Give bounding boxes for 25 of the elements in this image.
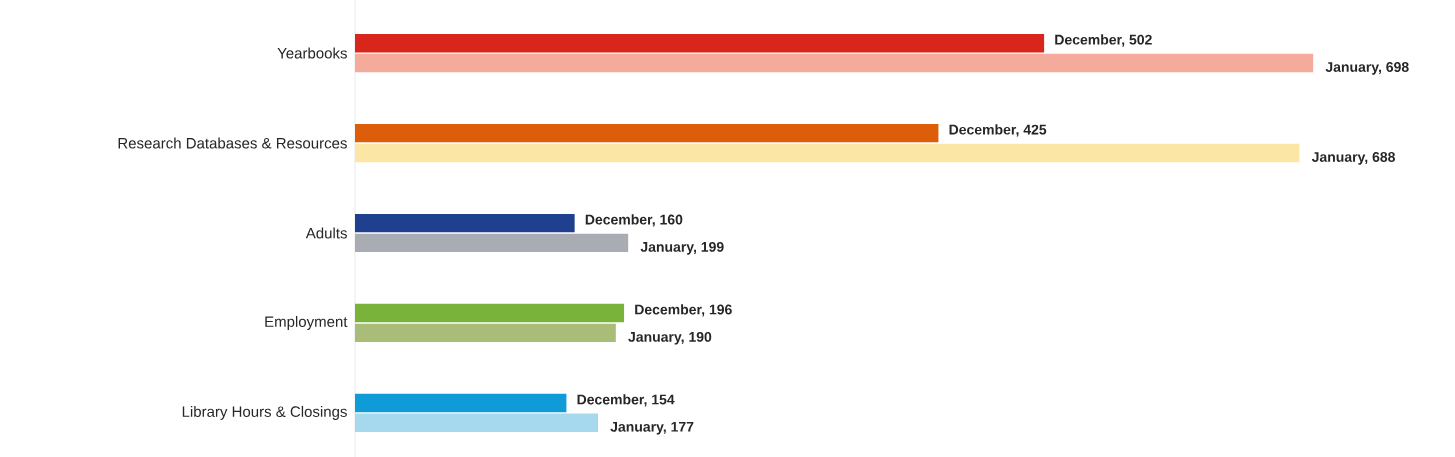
data-label: January, 199 xyxy=(640,241,724,255)
data-label: January, 698 xyxy=(1325,62,1409,75)
y-tick-label: Library Hours & Closings xyxy=(182,405,347,420)
y-tick-label: Employment xyxy=(265,315,348,330)
data-label: December, 154 xyxy=(577,394,675,407)
data-label: January, 688 xyxy=(1311,151,1395,165)
y-tick-label: Yearbooks xyxy=(277,47,347,59)
data-label: December, 160 xyxy=(585,214,683,227)
data-label: January, 190 xyxy=(628,331,712,345)
bar xyxy=(355,123,939,143)
bar xyxy=(355,393,567,413)
bar xyxy=(355,413,598,433)
y-tick-label: Research Databases & Resources xyxy=(118,137,347,149)
bar xyxy=(355,303,625,323)
bar xyxy=(355,143,1300,163)
data-label: December, 196 xyxy=(635,304,732,317)
bar xyxy=(355,323,616,343)
bar xyxy=(355,233,629,253)
data-label: December, 502 xyxy=(1055,34,1152,47)
data-label: January, 177 xyxy=(610,421,694,435)
bar xyxy=(355,53,1314,73)
bar xyxy=(355,213,575,233)
y-tick-label: Adults xyxy=(305,227,347,239)
bar xyxy=(355,33,1045,53)
data-label: December, 425 xyxy=(949,124,1047,137)
